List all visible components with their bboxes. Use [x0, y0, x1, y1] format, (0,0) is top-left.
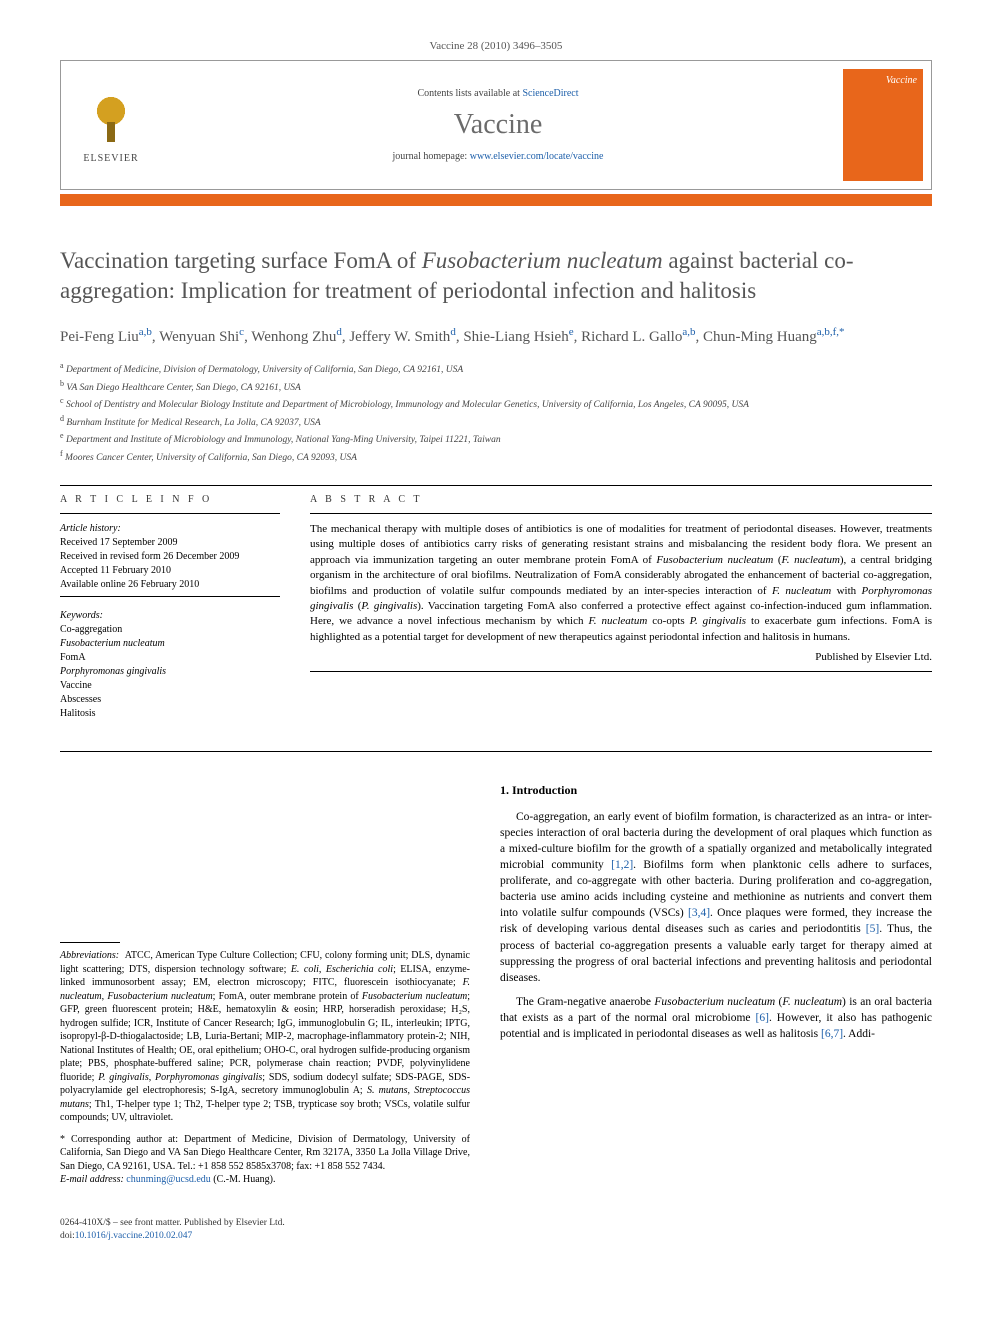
cover-label: Vaccine	[886, 75, 917, 86]
sciencedirect-link[interactable]: ScienceDirect	[522, 88, 578, 99]
contents-list-line: Contents lists available at ScienceDirec…	[161, 88, 835, 99]
article-info-column: A R T I C L E I N F O Article history: R…	[60, 494, 280, 733]
ref-link[interactable]: [5]	[866, 923, 879, 935]
keyword: Abscesses	[60, 693, 280, 707]
ref-link[interactable]: [3,4]	[688, 907, 710, 919]
footnotes-column: Abbreviations: ATCC, American Type Cultu…	[60, 782, 470, 1187]
elsevier-tree-icon	[81, 87, 141, 147]
online-date: Available online 26 February 2010	[60, 579, 199, 590]
keywords-label: Keywords:	[60, 610, 103, 621]
author: Shie-Liang Hsieh	[463, 329, 568, 345]
author-affiliation-link[interactable]: d	[450, 326, 456, 338]
journal-cover-thumbnail[interactable]: Vaccine	[843, 69, 923, 181]
author-affiliation-link[interactable]: c	[239, 326, 244, 338]
keyword: Vaccine	[60, 679, 280, 693]
corresponding-author-block: * Corresponding author at: Department of…	[60, 1133, 470, 1187]
doi-link[interactable]: 10.1016/j.vaccine.2010.02.047	[75, 1231, 192, 1241]
abbreviations-block: Abbreviations: ATCC, American Type Cultu…	[60, 949, 470, 1125]
author-list: Pei-Feng Liua,b, Wenyuan Shic, Wenhong Z…	[60, 324, 932, 349]
revised-date: Received in revised form 26 December 200…	[60, 551, 239, 562]
journal-name: Vaccine	[161, 109, 835, 141]
author: Chun-Ming Huang	[703, 329, 817, 345]
issn-line: 0264-410X/$ – see front matter. Publishe…	[60, 1218, 285, 1228]
journal-homepage-line: journal homepage: www.elsevier.com/locat…	[161, 151, 835, 162]
corresponding-email-link[interactable]: chunming@ucsd.edu	[126, 1174, 210, 1185]
divider	[60, 751, 932, 752]
abstract-label: A B S T R A C T	[310, 494, 932, 505]
intro-paragraph-1: Co-aggregation, an early event of biofil…	[500, 809, 932, 986]
keyword: Co-aggregation	[60, 623, 280, 637]
keyword: FomA	[60, 651, 280, 665]
ref-link[interactable]: [1,2]	[611, 859, 633, 871]
affiliation-line: d Burnham Institute for Medical Research…	[60, 413, 932, 430]
intro-paragraph-2: The Gram-negative anaerobe Fusobacterium…	[500, 994, 932, 1042]
affiliation-line: b VA San Diego Healthcare Center, San Di…	[60, 378, 932, 395]
publisher-line: Published by Elsevier Ltd.	[310, 651, 932, 663]
abstract-text: The mechanical therapy with multiple dos…	[310, 522, 932, 645]
affiliation-line: e Department and Institute of Microbiolo…	[60, 430, 932, 447]
affiliation-line: f Moores Cancer Center, University of Ca…	[60, 448, 932, 465]
author-affiliation-link[interactable]: e	[569, 326, 574, 338]
received-date: Received 17 September 2009	[60, 537, 177, 548]
article-title: Vaccination targeting surface FomA of Fu…	[60, 246, 932, 306]
author: Pei-Feng Liu	[60, 329, 139, 345]
author-affiliation-link[interactable]: a,b	[139, 326, 152, 338]
footer-metadata: 0264-410X/$ – see front matter. Publishe…	[60, 1217, 932, 1244]
keyword: Halitosis	[60, 707, 280, 721]
ref-link[interactable]: [6]	[756, 1012, 769, 1024]
author: Richard L. Gallo	[581, 329, 682, 345]
affiliations: a Department of Medicine, Division of De…	[60, 360, 932, 465]
author-affiliation-link[interactable]: a,b	[682, 326, 695, 338]
orange-divider-bar	[60, 194, 932, 206]
journal-reference: Vaccine 28 (2010) 3496–3505	[60, 40, 932, 52]
article-history-label: Article history:	[60, 523, 121, 534]
author: Wenhong Zhu	[251, 329, 336, 345]
keyword: Fusobacterium nucleatum	[60, 637, 280, 651]
affiliation-line: c School of Dentistry and Molecular Biol…	[60, 395, 932, 412]
elsevier-logo[interactable]: ELSEVIER	[61, 61, 161, 189]
accepted-date: Accepted 11 February 2010	[60, 565, 171, 576]
journal-header: ELSEVIER Contents lists available at Sci…	[60, 60, 932, 190]
author-affiliation-link[interactable]: a,b,f,*	[817, 326, 845, 338]
ref-link[interactable]: [6,7]	[821, 1028, 843, 1040]
author: Jeffery W. Smith	[349, 329, 450, 345]
journal-homepage-link[interactable]: www.elsevier.com/locate/vaccine	[470, 151, 604, 162]
author: Wenyuan Shi	[159, 329, 239, 345]
keyword: Porphyromonas gingivalis	[60, 665, 280, 679]
elsevier-text: ELSEVIER	[83, 153, 138, 164]
abstract-column: A B S T R A C T The mechanical therapy w…	[310, 494, 932, 733]
divider	[60, 485, 932, 486]
introduction-column: 1. Introduction Co-aggregation, an early…	[500, 782, 932, 1187]
author-affiliation-link[interactable]: d	[336, 326, 342, 338]
article-info-label: A R T I C L E I N F O	[60, 494, 280, 505]
affiliation-line: a Department of Medicine, Division of De…	[60, 360, 932, 377]
introduction-heading: 1. Introduction	[500, 782, 932, 799]
